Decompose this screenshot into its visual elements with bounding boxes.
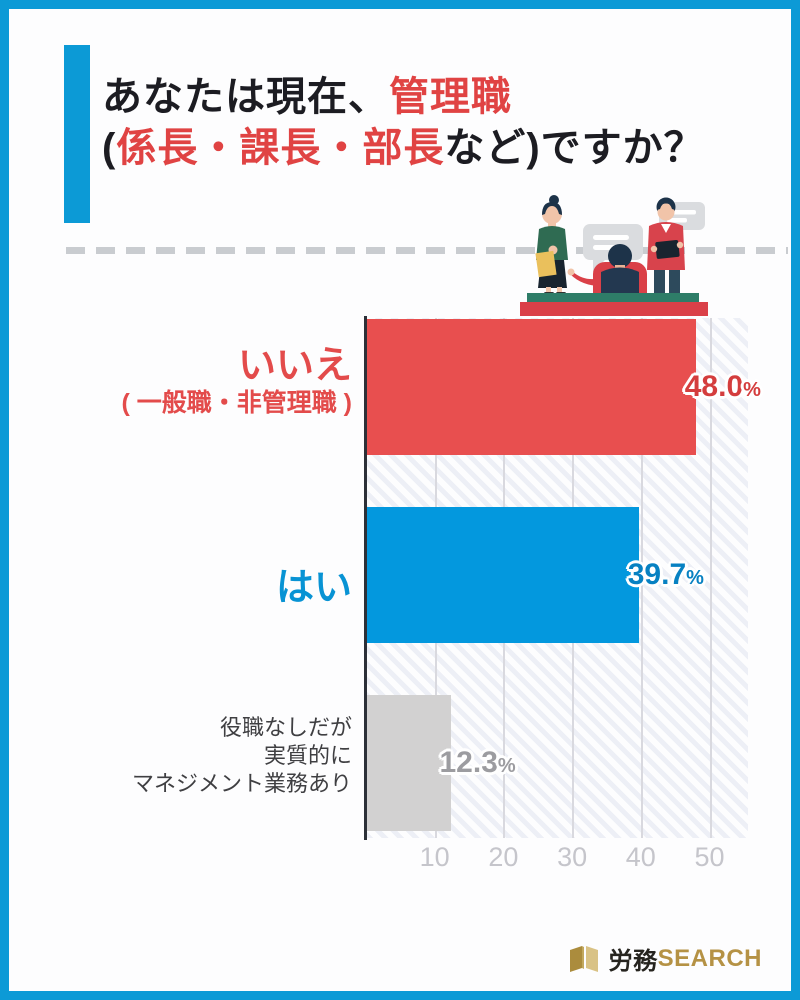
category-label-no: いいえ ( 一般職・非管理職 ) [121, 344, 352, 419]
title-line2: (係長・課長・部長など)ですか？ [102, 126, 705, 171]
bar-row-no: 48.0% [366, 319, 761, 455]
y-axis-line [364, 316, 367, 840]
logo-text-gold: SEARCH [657, 944, 762, 972]
bar-row-yes: 39.7% [366, 507, 748, 643]
desk-shape [520, 293, 708, 316]
category-label-defacto-line3: マネジメント業務あり [131, 771, 352, 796]
gridline-40 [640, 318, 643, 838]
romu-search-logo: 労務 SEARCH [568, 941, 762, 976]
people-meeting-illustration [520, 195, 708, 316]
x-axis-ticks: 10 20 30 40 50 [366, 842, 748, 874]
category-label-defacto: 役職なしだが 実質的に マネジメント業務あり [132, 714, 352, 798]
logo-text-black: 労務 [608, 948, 658, 975]
x-tick-40: 40 [625, 842, 656, 872]
standing-woman-figure [535, 195, 568, 296]
open-book-icon [569, 945, 598, 972]
dashed-divider-line [66, 247, 788, 254]
category-label-no-line1: いいえ [237, 345, 352, 387]
title-line1: あなたは現在、管理職 [102, 75, 512, 119]
value-label-no: 48.0% [684, 370, 761, 403]
bar-no [366, 319, 696, 455]
chart-plot-area: 48.0% 39.7% 12.3% [366, 318, 761, 838]
category-label-yes: はい [275, 567, 352, 609]
title-accent-bar [64, 45, 90, 223]
category-label-defacto-line1: 役職なしだが [219, 715, 352, 740]
x-tick-30: 30 [557, 842, 588, 872]
x-tick-50: 50 [694, 842, 725, 872]
bar-row-defacto: 12.3% [366, 695, 748, 831]
x-tick-20: 20 [488, 842, 519, 872]
category-label-defacto-line2: 実質的に [263, 743, 352, 768]
bar-yes [366, 507, 639, 643]
bar-defacto [366, 695, 451, 831]
value-label-defacto: 12.3% [439, 746, 516, 779]
category-label-no-line2: ( 一般職・非管理職 ) [121, 389, 352, 417]
gridline-50 [709, 318, 712, 838]
x-tick-10: 10 [419, 842, 450, 872]
value-label-yes: 39.7% [627, 558, 704, 591]
survey-question-title: あなたは現在、管理職 (係長・課長・部長など)ですか？ [102, 72, 705, 174]
